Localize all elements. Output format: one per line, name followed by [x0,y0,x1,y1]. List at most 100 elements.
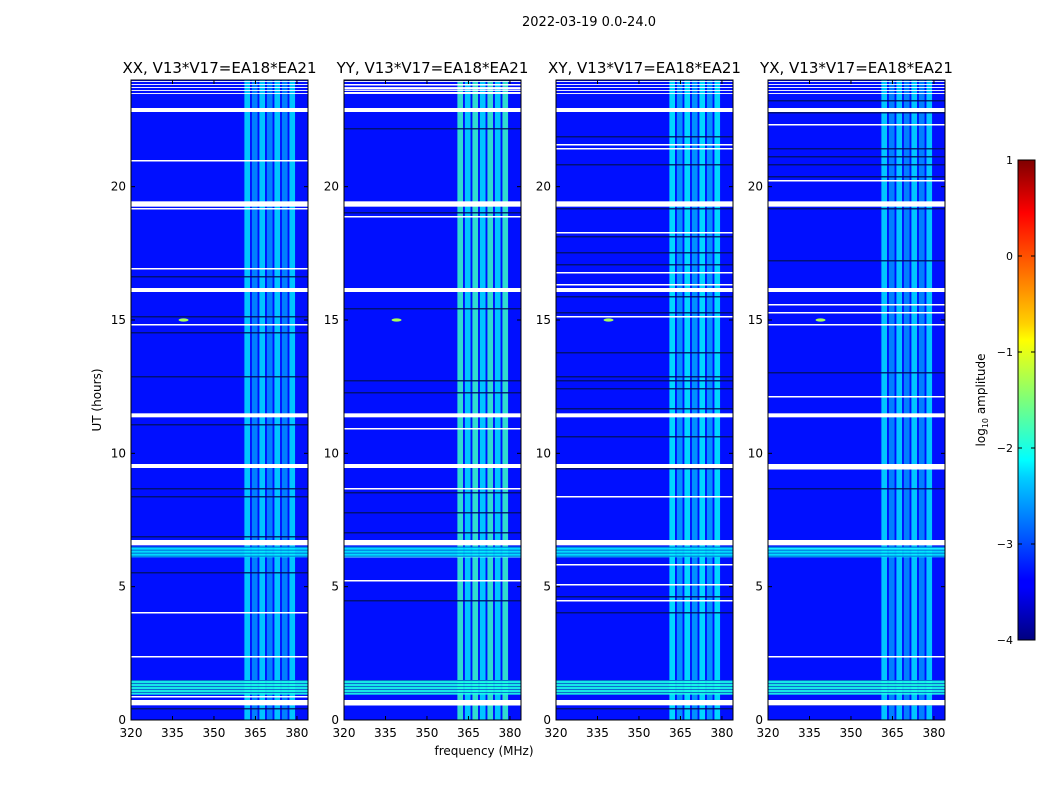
dark-row [344,212,521,214]
strong-row-stripe [344,683,521,684]
panel-title: XX, V13*V17=EA18*EA21 [122,59,316,77]
flag-line [131,160,308,162]
x-tick-label: 335 [161,726,184,740]
strong-row-stripe [131,686,308,687]
strong-row-stripe [131,692,308,693]
y-tick-label: 20 [324,180,339,194]
flagged-gap [131,108,308,112]
y-axis-label: UT (hours) [90,368,104,431]
colorbar-tick-label: −1 [997,346,1013,359]
y-tick-label: 5 [118,580,126,594]
rfi-band-strip [706,80,713,720]
y-tick-label: 0 [331,713,339,727]
rfi-band-strip [289,80,296,720]
flagged-gap [556,464,733,468]
x-tick-label: 365 [457,726,480,740]
flagged-gap [556,540,733,546]
strong-row-stripe [344,549,521,551]
dark-row [768,488,945,490]
dark-row [556,164,733,166]
top-flag-line [131,90,308,91]
strong-row [768,546,945,558]
panel-xx: XX, V13*V17=EA18*EA21 320 335 350 365 380 0 5 10… [111,59,317,740]
strong-row-stripe [131,689,308,690]
x-tick-label: 335 [374,726,397,740]
panel-title: XY, V13*V17=EA18*EA21 [548,59,741,77]
top-flag-line [344,93,521,94]
strong-row-stripe [556,546,733,548]
rfi-band-strip [487,80,494,720]
panel-title: YY, V13*V17=EA18*EA21 [336,59,529,77]
colorbar-label-rest: amplitude [974,354,988,418]
strong-row [344,546,521,558]
dark-row [768,112,945,114]
flag-line [556,272,733,274]
strong-row-stripe [344,552,521,554]
strong-row-stripe [556,692,733,693]
rfi-band-strip [669,80,676,720]
heatmap-background [556,80,733,720]
top-flag-line [768,93,945,94]
flag-line [344,488,521,490]
flag-line [131,268,308,270]
panel-yx: YX, V13*V17=EA18*EA21 320 335 350 365 380 0 5 10… [748,59,953,740]
point-source [603,318,614,322]
flag-line [556,284,733,286]
flag-line [768,656,945,658]
y-tick-label: 20 [111,180,126,194]
dark-row [556,252,733,254]
top-flag-line [131,87,308,88]
dark-row [131,488,308,490]
rfi-band-strip [251,80,258,720]
dark-row [556,264,733,266]
strong-row-stripe [131,555,308,557]
y-tick-label: 5 [331,580,339,594]
dark-row [768,100,945,102]
panel-xy: XY, V13*V17=EA18*EA21 320 335 350 365 380 0 5 10… [536,59,741,740]
strong-row-stripe [344,555,521,557]
strong-row [131,546,308,558]
heatmap-background [131,80,308,720]
strong-row-stripe [131,552,308,554]
rfi-band-strip [274,80,281,720]
dark-row [556,136,733,138]
strong-row-stripe [344,546,521,548]
strong-row-stripe [768,686,945,687]
strong-row-stripe [556,683,733,684]
flag-line [768,304,945,306]
x-tick-label: 365 [881,726,904,740]
flagged-gap [131,700,308,706]
strong-row-stripe [131,680,308,681]
dark-row [344,392,521,394]
flagged-gap [344,540,521,546]
flag-line [556,232,733,234]
strong-row-stripe [131,546,308,548]
y-tick-label: 15 [324,313,339,327]
dark-row [768,372,945,374]
strong-row-stripe [768,680,945,681]
dark-row [131,572,308,574]
rfi-band-strip [472,80,479,720]
dark-row [344,600,521,602]
flag-line [131,324,308,326]
strong-row-stripe [344,686,521,687]
flagged-gap [768,413,945,418]
heatmap-background [344,80,521,720]
strong-row [556,546,733,558]
colorbar: −4 −3 −2 −1 0 1 log10 amplitude [974,154,1036,647]
flag-line [131,696,308,698]
strong-row-stripe [556,549,733,551]
flagged-gap [768,201,945,207]
panel-frame [555,79,734,721]
rfi-band-strip [266,80,273,720]
flag-line [556,496,733,498]
rfi-band-strip [281,80,288,720]
rfi-band-strip [699,80,706,720]
top-flag-line [556,81,733,82]
top-flag-line [768,84,945,85]
top-flag-line [556,90,733,91]
dark-row [768,156,945,158]
strong-row-stripe [768,546,945,548]
flag-line [131,208,308,210]
y-tick-label: 0 [543,713,551,727]
